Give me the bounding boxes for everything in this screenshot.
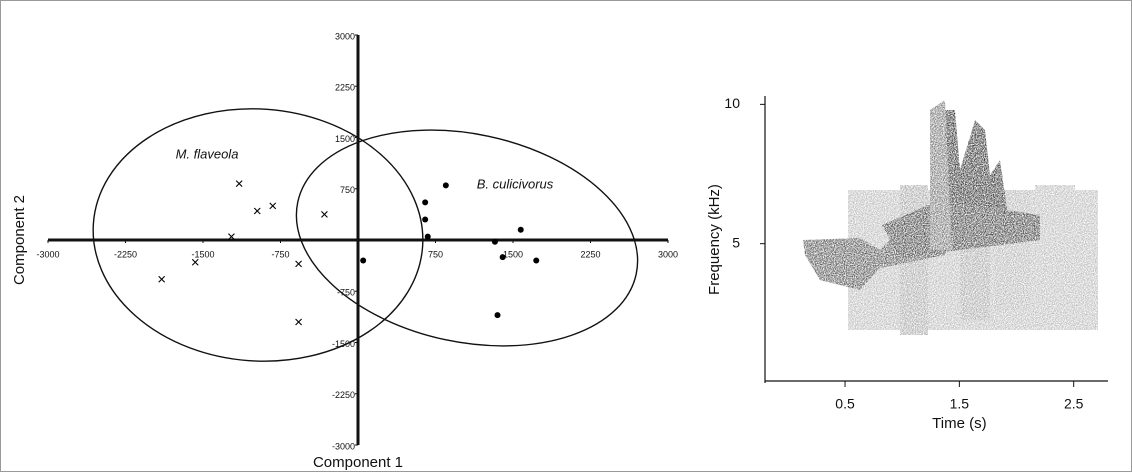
series-label: B. culicivorus bbox=[477, 176, 554, 191]
x-tick-label: -2250 bbox=[114, 249, 137, 259]
x-tick-label: 2.5 bbox=[1064, 396, 1084, 412]
y-tick-label: 5 bbox=[732, 234, 740, 250]
x-marker bbox=[192, 259, 198, 265]
dot-marker bbox=[425, 234, 431, 240]
y-tick-label: -750 bbox=[337, 288, 355, 298]
y-tick-label: 750 bbox=[340, 185, 355, 195]
y-tick-label: 1500 bbox=[335, 134, 355, 144]
group-ellipse bbox=[276, 100, 658, 375]
y-tick-label: -2250 bbox=[332, 390, 355, 400]
dot-marker bbox=[422, 217, 428, 223]
spectrogram-image bbox=[803, 100, 1098, 335]
x-marker bbox=[296, 261, 302, 267]
dot-marker bbox=[443, 182, 449, 188]
x-tick-label: -3000 bbox=[36, 249, 59, 259]
x-axis-title: Component 1 bbox=[313, 454, 403, 471]
dot-marker bbox=[495, 312, 501, 318]
y-tick-label: -1500 bbox=[332, 339, 355, 349]
x-tick-label: 1.5 bbox=[950, 396, 970, 412]
x-axis-title: Time (s) bbox=[932, 415, 986, 432]
y-tick-label: -3000 bbox=[332, 441, 355, 451]
x-marker bbox=[254, 208, 260, 214]
x-marker bbox=[296, 319, 302, 325]
x-tick-label: -750 bbox=[271, 249, 289, 259]
group-ellipse bbox=[85, 98, 432, 372]
y-axis-title: Component 2 bbox=[11, 195, 28, 285]
dot-marker bbox=[492, 239, 498, 245]
x-tick-label: 0.5 bbox=[835, 396, 855, 412]
x-marker bbox=[159, 276, 165, 282]
x-marker bbox=[236, 181, 242, 187]
x-tick-label: -1500 bbox=[191, 249, 214, 259]
x-marker bbox=[321, 211, 327, 217]
figure: -3000 -2250 -1500 -750 750 1500 2250 3000 3000 22… bbox=[0, 0, 1132, 472]
y-tick-label: 2250 bbox=[335, 83, 355, 93]
x-tick-label: 3000 bbox=[658, 249, 678, 259]
x-tick-label: 1500 bbox=[503, 249, 523, 259]
dot-marker bbox=[518, 227, 524, 233]
dot-marker bbox=[422, 199, 428, 205]
x-marker bbox=[270, 203, 276, 209]
dot-marker bbox=[360, 258, 366, 264]
y-tick-label: 10 bbox=[724, 95, 740, 111]
x-tick-label: 2250 bbox=[580, 249, 600, 259]
x-tick-label: 750 bbox=[428, 249, 443, 259]
page: -3000 -2250 -1500 -750 750 1500 2250 3000 3000 22… bbox=[0, 0, 1132, 472]
series-label: M. flaveola bbox=[176, 146, 239, 161]
dot-marker bbox=[533, 258, 539, 264]
y-tick-label: 3000 bbox=[335, 31, 355, 41]
dot-marker bbox=[500, 254, 506, 260]
y-axis-title: Frequency (kHz) bbox=[706, 184, 723, 295]
